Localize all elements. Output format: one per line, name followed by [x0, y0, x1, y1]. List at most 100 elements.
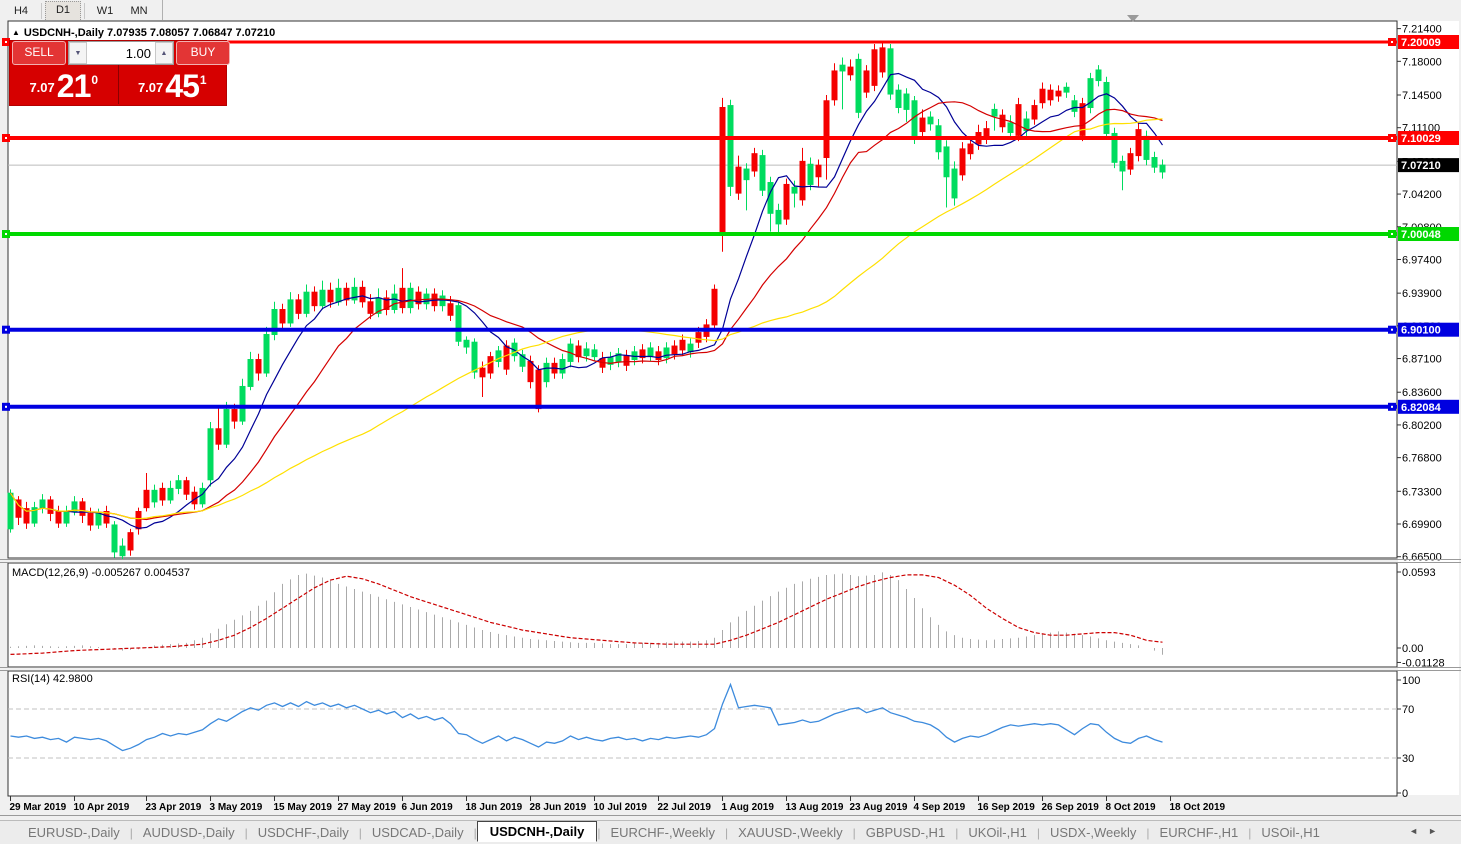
- tab-eurchf-h1[interactable]: EURCHF-,H1: [1159, 825, 1239, 840]
- svg-text:6.82084: 6.82084: [1401, 402, 1442, 414]
- timeframe-button-W1[interactable]: W1: [96, 4, 114, 17]
- buy-price-small: 7.07: [137, 80, 164, 95]
- pane-separators: [0, 559, 1461, 816]
- tab-usdchf-daily[interactable]: USDCHF-,Daily: [257, 825, 349, 840]
- macd-label: MACD(12,26,9) -0.005267 0.004537: [12, 567, 190, 579]
- buy-button[interactable]: BUY: [176, 41, 230, 65]
- svg-text:30: 30: [1402, 753, 1414, 765]
- svg-text:0.00: 0.00: [1402, 643, 1423, 655]
- toolbar-separator: [41, 3, 42, 19]
- svg-text:6.73300: 6.73300: [1402, 486, 1442, 498]
- svg-text:18 Oct 2019: 18 Oct 2019: [1170, 802, 1226, 813]
- one-click-trade-panel: SELL ▼ ▲ BUY 7.07 21 0 7.07 45 1: [10, 41, 230, 105]
- hline-7.00048[interactable]: 7.00048: [2, 227, 1459, 242]
- hline-6.90100[interactable]: 6.90100: [2, 322, 1459, 337]
- rsi-label: RSI(14) 42.9800: [12, 673, 93, 685]
- svg-text:8 Oct 2019: 8 Oct 2019: [1106, 802, 1156, 813]
- tab-ukoil-h1[interactable]: UKOil-,H1: [968, 825, 1027, 840]
- chart-title-text: USDCNH-,Daily 7.07935 7.08057 7.06847 7.…: [23, 27, 276, 39]
- tab-separator: |: [1248, 825, 1252, 840]
- rsi-line: [10, 682, 1163, 752]
- current-price-badge: 7.07210: [1398, 158, 1459, 173]
- svg-text:13 Aug 2019: 13 Aug 2019: [786, 802, 844, 813]
- tab-scroll-right-icon[interactable]: ►: [1428, 826, 1447, 836]
- tab-separator: |: [1146, 825, 1150, 840]
- svg-text:3 May 2019: 3 May 2019: [210, 802, 263, 813]
- svg-text:6.97400: 6.97400: [1402, 254, 1442, 266]
- volume-spinner: ▼ ▲: [68, 41, 174, 65]
- svg-text:16 Sep 2019: 16 Sep 2019: [978, 802, 1036, 813]
- svg-text:0.0593: 0.0593: [1402, 567, 1436, 579]
- tab-eurusd-daily[interactable]: EURUSD-,Daily: [28, 825, 120, 840]
- tab-separator: |: [358, 825, 362, 840]
- date-axis: 29 Mar 2019 10 Apr 2019 23 Apr 2019 3 May 2…: [10, 796, 1226, 813]
- svg-text:6.93900: 6.93900: [1402, 288, 1442, 300]
- hline-7.10029[interactable]: 7.10029: [2, 131, 1459, 145]
- buy-price-big: 45: [165, 68, 200, 104]
- macd-signal-line: [10, 574, 1163, 655]
- hline-6.82084[interactable]: 6.82084: [2, 399, 1459, 414]
- tab-usdx-weekly[interactable]: USDX-,Weekly: [1049, 825, 1137, 840]
- svg-text:18 Jun 2019: 18 Jun 2019: [466, 802, 523, 813]
- chart-canvas[interactable]: 7.214007.180007.145007.111007.076007.042…: [0, 0, 1461, 820]
- volume-input[interactable]: [87, 43, 155, 63]
- svg-text:29 Mar 2019: 29 Mar 2019: [10, 802, 67, 813]
- macd-axis: 0.0593 0.00 -0.01128: [1397, 567, 1445, 669]
- tab-usoil-h1[interactable]: USOil-,H1: [1261, 825, 1320, 840]
- tab-audusd-daily[interactable]: AUDUSD-,Daily: [142, 825, 235, 840]
- buy-price[interactable]: 7.07 45 1: [119, 65, 227, 104]
- tab-xauusd-weekly[interactable]: XAUUSD-,Weekly: [738, 825, 843, 840]
- svg-text:0: 0: [1402, 788, 1408, 800]
- svg-text:7.20009: 7.20009: [1401, 37, 1441, 49]
- svg-text:10 Apr 2019: 10 Apr 2019: [74, 802, 130, 813]
- svg-text:6.80200: 6.80200: [1402, 420, 1442, 432]
- tab-separator: |: [244, 825, 248, 840]
- tab-gbpusd-h1[interactable]: GBPUSD-,H1: [865, 825, 946, 840]
- svg-text:15 May 2019: 15 May 2019: [274, 802, 333, 813]
- svg-text:-0.01128: -0.01128: [1402, 657, 1445, 669]
- svg-text:28 Jun 2019: 28 Jun 2019: [530, 802, 587, 813]
- tab-usdcnh-daily[interactable]: USDCNH-,Daily: [476, 821, 598, 842]
- svg-text:4 Sep 2019: 4 Sep 2019: [914, 802, 966, 813]
- sell-price-big: 21: [56, 68, 92, 104]
- timeframe-button-H4[interactable]: H4: [13, 4, 29, 17]
- tab-separator: |: [852, 825, 856, 840]
- symbol-marker-icon: ▲: [12, 28, 20, 37]
- svg-text:6.83600: 6.83600: [1402, 387, 1442, 399]
- volume-decrease-button[interactable]: ▼: [69, 42, 87, 64]
- svg-text:6.66500: 6.66500: [1402, 552, 1442, 564]
- sell-price[interactable]: 7.07 21 0: [10, 65, 119, 104]
- svg-text:26 Sep 2019: 26 Sep 2019: [1042, 802, 1100, 813]
- svg-text:23 Apr 2019: 23 Apr 2019: [146, 802, 202, 813]
- sell-button[interactable]: SELL: [12, 41, 66, 65]
- tab-usdcad-daily[interactable]: USDCAD-,Daily: [371, 825, 464, 840]
- buy-price-sup: 1: [199, 73, 207, 87]
- svg-text:70: 70: [1402, 704, 1414, 716]
- svg-text:6 Jun 2019: 6 Jun 2019: [402, 802, 454, 813]
- chart-title: ▲ USDCNH-,Daily 7.07935 7.08057 7.06847 7…: [12, 27, 275, 39]
- svg-text:10 Jul 2019: 10 Jul 2019: [594, 802, 648, 813]
- svg-text:27 May 2019: 27 May 2019: [338, 802, 397, 813]
- tab-separator: |: [597, 825, 601, 840]
- svg-text:7.21400: 7.21400: [1402, 24, 1442, 36]
- volume-increase-button[interactable]: ▲: [155, 42, 173, 64]
- chevron-down-icon: ▼: [74, 49, 82, 57]
- svg-text:1 Aug 2019: 1 Aug 2019: [722, 802, 775, 813]
- svg-text:6.76800: 6.76800: [1402, 453, 1442, 465]
- timeframe-button-MN[interactable]: MN: [130, 4, 148, 17]
- macd-histogram: [10, 572, 1163, 655]
- tab-eurchf-weekly[interactable]: EURCHF-,Weekly: [610, 825, 715, 840]
- tab-separator: |: [724, 825, 729, 840]
- svg-text:100: 100: [1402, 675, 1420, 687]
- svg-text:7.07210: 7.07210: [1401, 160, 1441, 172]
- tab-separator: |: [955, 825, 959, 840]
- chevron-up-icon: ▲: [160, 49, 168, 57]
- svg-text:7.10029: 7.10029: [1401, 133, 1441, 145]
- tab-scroll-left-icon[interactable]: ◄: [1409, 826, 1429, 836]
- tab-separator: |: [1036, 825, 1040, 840]
- svg-text:6.90100: 6.90100: [1401, 325, 1441, 337]
- hline-7.20009[interactable]: 7.20009: [2, 35, 1459, 50]
- svg-text:22 Jul 2019: 22 Jul 2019: [658, 802, 712, 813]
- svg-text:7.18000: 7.18000: [1402, 56, 1442, 68]
